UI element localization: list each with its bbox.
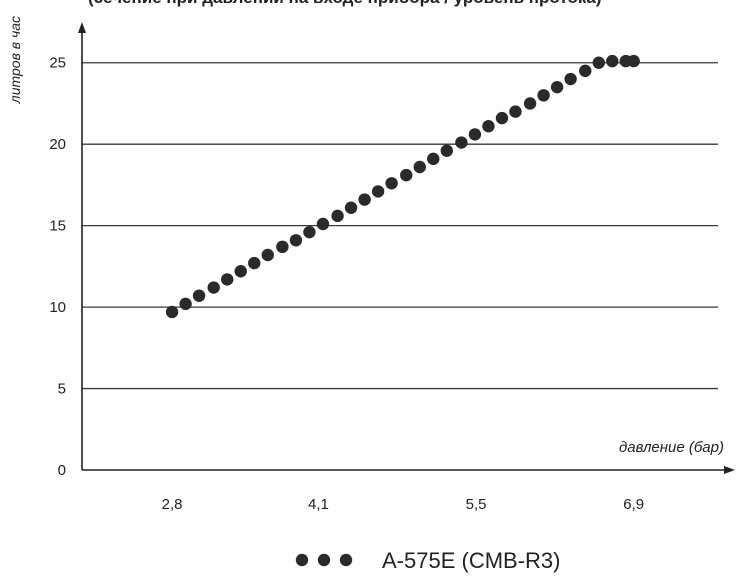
data-point	[344, 201, 358, 214]
data-point	[234, 265, 247, 278]
data-point	[400, 168, 413, 182]
data-point	[564, 72, 577, 86]
data-point	[303, 225, 316, 239]
data-point	[371, 185, 385, 198]
data-point	[276, 240, 289, 254]
data-point	[165, 305, 179, 319]
data-points	[165, 54, 640, 319]
y-tick-label-20: 20	[49, 136, 66, 153]
data-point	[179, 297, 192, 311]
x-tick-label-4,1: 4,1	[308, 496, 329, 513]
data-point	[207, 281, 220, 294]
axes	[78, 22, 735, 474]
data-point	[192, 289, 206, 302]
data-point	[509, 105, 522, 118]
data-point	[221, 273, 234, 286]
data-point	[427, 152, 440, 166]
data-point	[550, 80, 564, 94]
data-point	[627, 54, 640, 68]
data-point	[482, 120, 495, 133]
data-point	[523, 97, 537, 110]
y-axis-arrow	[78, 22, 86, 33]
data-point	[261, 248, 274, 262]
y-tick-label-15: 15	[49, 218, 66, 235]
y-tick-label-0: 0	[58, 462, 66, 479]
x-axis-arrow	[724, 466, 735, 474]
cut-off-caption: (сечение при давлении на входе прибора /…	[88, 0, 728, 12]
data-point	[413, 160, 426, 174]
data-point	[289, 234, 303, 247]
x-tick-label-2,8: 2,8	[162, 496, 183, 513]
legend-marker	[317, 553, 331, 567]
legend-marker	[339, 553, 353, 567]
y-tick-label-5: 5	[58, 381, 66, 398]
data-point	[495, 111, 509, 125]
data-point	[331, 209, 344, 223]
y-axis-label: литров в час	[7, 16, 23, 104]
data-point	[248, 256, 261, 270]
data-point	[537, 89, 550, 102]
x-tick-label-6,9: 6,9	[623, 496, 644, 513]
data-point	[455, 136, 468, 149]
y-tick-label-25: 25	[49, 55, 66, 72]
x-tick-label-5,5: 5,5	[466, 496, 487, 513]
y-tick-label-10: 10	[49, 299, 66, 316]
data-point	[468, 128, 482, 141]
legend: A-575E (CMB-R3)	[295, 548, 560, 573]
legend-markers	[295, 553, 353, 567]
data-point	[606, 54, 619, 68]
data-point	[385, 177, 398, 190]
data-point	[440, 144, 453, 157]
tick-labels: 0 5 10 15 20 25 2,8 4,1 5,5 6,9	[49, 55, 644, 513]
data-point	[358, 193, 371, 206]
data-point	[579, 64, 592, 78]
gridlines	[82, 62, 718, 390]
x-axis-label: давление (бар)	[619, 439, 724, 456]
legend-label: A-575E (CMB-R3)	[382, 548, 560, 573]
data-point	[316, 217, 330, 231]
legend-marker	[295, 553, 309, 567]
data-point	[592, 56, 605, 69]
